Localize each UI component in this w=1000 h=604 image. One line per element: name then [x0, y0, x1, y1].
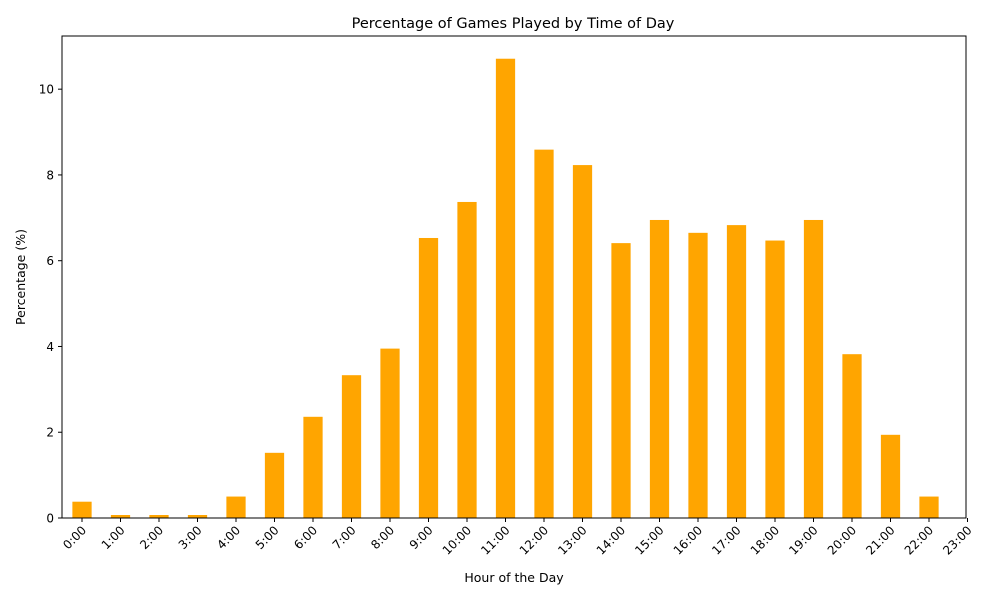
x-tick-label: 8:00 [368, 523, 397, 552]
bar-22-00 [919, 496, 939, 518]
x-tick-label: 5:00 [253, 523, 282, 552]
bar-13-00 [572, 165, 593, 518]
bar-7-00 [341, 375, 362, 518]
x-tick-label: 10:00 [440, 523, 474, 557]
x-tick-label: 15:00 [632, 523, 666, 557]
y-tick-label: 0 [46, 512, 54, 526]
x-tick-label: 16:00 [671, 523, 705, 557]
bars-layer [72, 58, 939, 519]
bar-14-00 [611, 243, 631, 518]
x-tick-label: 17:00 [709, 523, 743, 557]
bar-20-00 [842, 354, 862, 518]
bar-18-00 [765, 240, 785, 519]
x-tick-label: 19:00 [786, 523, 820, 557]
x-tick-label: 4:00 [214, 523, 243, 552]
x-tick-label: 21:00 [863, 523, 897, 557]
x-tick-label: 12:00 [517, 523, 551, 557]
x-tick-label: 23:00 [940, 523, 974, 557]
chart-title: Percentage of Games Played by Time of Da… [352, 16, 675, 32]
bar-5-00 [264, 452, 285, 518]
x-tick-label: 22:00 [902, 523, 936, 557]
bar-16-00 [688, 232, 708, 518]
bar-3-00 [187, 515, 208, 518]
bar-1-00 [110, 515, 131, 518]
y-tick-label: 2 [46, 426, 54, 440]
bar-0-00 [72, 501, 92, 518]
bar-21-00 [880, 434, 901, 518]
x-tick-label: 18:00 [748, 523, 782, 557]
x-tick-label: 1:00 [99, 523, 128, 552]
x-tick-label: 13:00 [555, 523, 589, 557]
bar-12-00 [534, 149, 554, 518]
y-tick-label: 6 [46, 254, 54, 268]
x-tick-label: 20:00 [825, 523, 859, 557]
x-tick-label: 3:00 [176, 523, 205, 552]
bar-11-00 [495, 58, 516, 518]
bar-19-00 [803, 219, 824, 518]
bar-4-00 [226, 496, 246, 518]
bar-2-00 [149, 515, 169, 518]
x-tick-label: 9:00 [407, 523, 436, 552]
y-tick-label: 10 [39, 83, 54, 97]
x-tick-label: 2:00 [137, 523, 166, 552]
y-tick-label: 4 [46, 340, 54, 354]
x-tick-label: 14:00 [594, 523, 628, 557]
plot-frame [61, 35, 967, 519]
x-tick-label: 0:00 [60, 523, 89, 552]
bar-6-00 [303, 416, 323, 518]
bar-15-00 [649, 219, 670, 518]
x-tick-label: 6:00 [291, 523, 320, 552]
bar-17-00 [726, 225, 747, 519]
y-axis-label: Percentage (%) [13, 229, 28, 325]
x-tick-label: 11:00 [478, 523, 512, 557]
bar-10-00 [457, 201, 477, 518]
x-tick-label: 7:00 [330, 523, 359, 552]
bar-9-00 [418, 237, 439, 519]
bar-8-00 [380, 348, 400, 518]
y-tick-label: 8 [46, 168, 54, 182]
x-axis-label: Hour of the Day [464, 570, 564, 585]
